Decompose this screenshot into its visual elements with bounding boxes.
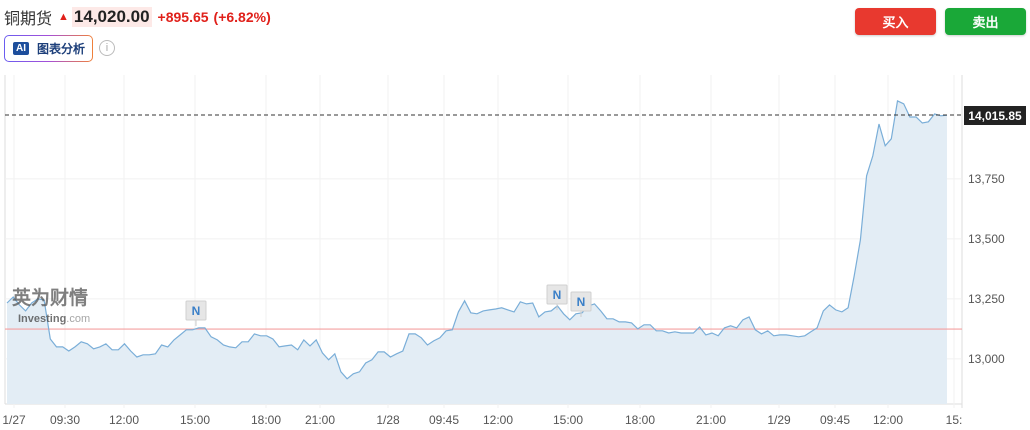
x-tick-label: 18:00 bbox=[625, 413, 655, 427]
x-tick-label: 1/28 bbox=[376, 413, 400, 427]
price-change-percent: (+6.82%) bbox=[213, 9, 271, 25]
ai-icon: AI bbox=[13, 42, 29, 55]
price-line bbox=[6, 100, 948, 380]
instrument-title: 铜期货 bbox=[4, 11, 53, 28]
x-tick-label: 21:00 bbox=[696, 413, 726, 427]
last-price: 14,020.00 bbox=[71, 7, 152, 27]
y-tick-label: 13,750 bbox=[968, 172, 1005, 186]
x-tick-label: 18:00 bbox=[251, 413, 281, 427]
news-marker-label: N bbox=[577, 295, 586, 309]
up-arrow-icon: ▲ bbox=[58, 11, 69, 23]
y-tick-label: 13,250 bbox=[968, 292, 1005, 306]
watermark-logo: 英为财情 Investing.com bbox=[12, 286, 90, 325]
news-marker-label: N bbox=[553, 288, 562, 302]
watermark-cn: 英为财情 bbox=[12, 286, 88, 309]
y-tick-label: 13,000 bbox=[968, 352, 1005, 366]
sell-button[interactable]: 卖出 bbox=[945, 8, 1026, 35]
x-tick-label: 09:45 bbox=[429, 413, 459, 427]
buy-button[interactable]: 买入 bbox=[855, 8, 936, 35]
last-price-tag-label: 14,015.85 bbox=[968, 109, 1022, 123]
ai-button-label: 图表分析 bbox=[37, 42, 86, 56]
info-icon[interactable]: i bbox=[99, 40, 115, 56]
price-change: +895.65 bbox=[157, 9, 209, 25]
last-price-tag bbox=[964, 106, 1026, 125]
x-tick-label: 1/29 bbox=[767, 413, 791, 427]
y-tick-label: 13,500 bbox=[968, 232, 1005, 246]
x-tick-label: 12:00 bbox=[109, 413, 139, 427]
x-tick-label: 15: bbox=[946, 413, 963, 427]
x-tick-label: 12:00 bbox=[483, 413, 513, 427]
x-tick-label: 21:00 bbox=[305, 413, 335, 427]
x-tick-label: 15:00 bbox=[180, 413, 210, 427]
ai-chart-analysis-button[interactable]: AI 图表分析 bbox=[4, 35, 93, 62]
price-area-fill bbox=[7, 100, 947, 405]
news-marker[interactable]: N bbox=[570, 291, 592, 317]
x-tick-label: 09:45 bbox=[820, 413, 850, 427]
watermark-en: Investing.com bbox=[18, 313, 90, 325]
x-tick-label: 09:30 bbox=[50, 413, 80, 427]
quote-header: 铜期货 ▲ 14,020.00 +895.65 (+6.82%) bbox=[4, 6, 271, 28]
news-marker-label: N bbox=[192, 304, 201, 318]
x-tick-label: 1/27 bbox=[2, 413, 26, 427]
x-tick-label: 12:00 bbox=[873, 413, 903, 427]
news-marker[interactable]: N bbox=[185, 300, 207, 326]
x-tick-label: 15:00 bbox=[553, 413, 583, 427]
news-marker[interactable]: N bbox=[546, 284, 568, 310]
